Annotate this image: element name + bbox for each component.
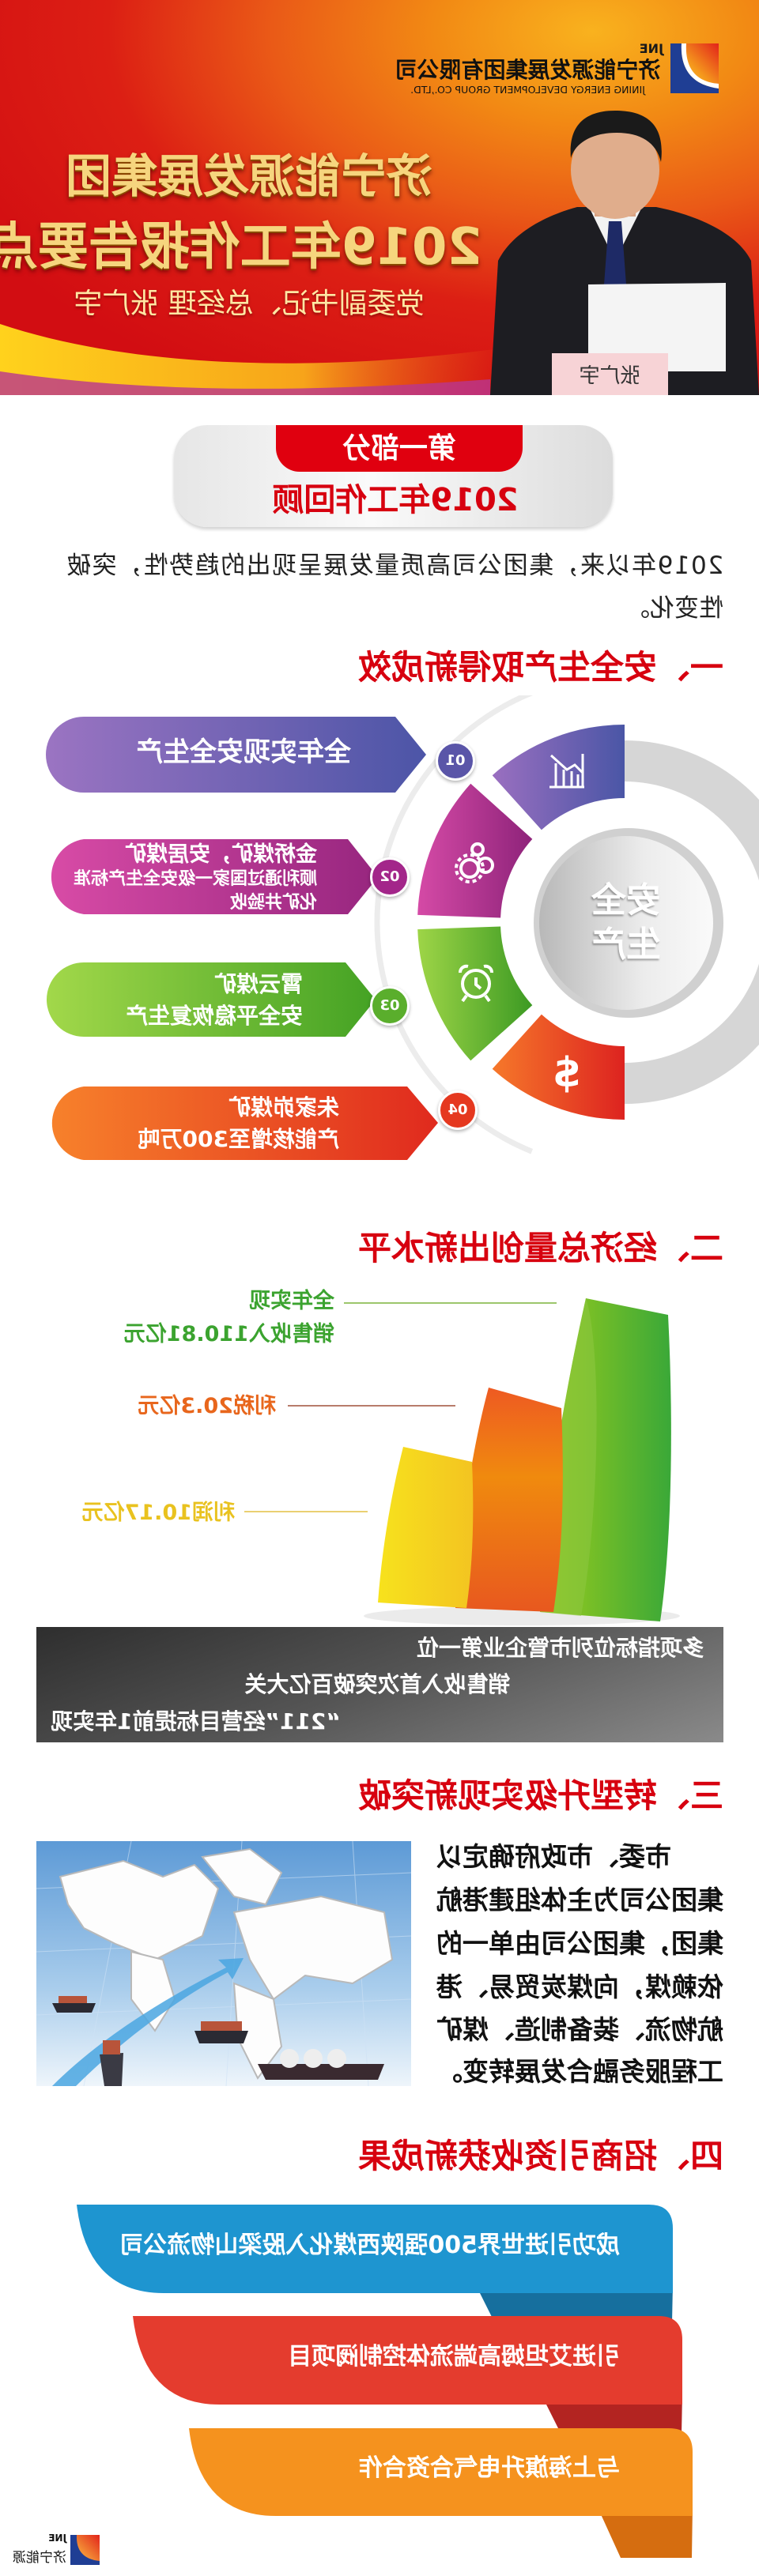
item-03-badge: 03 [370, 986, 410, 1026]
section3-line: 集团公司为主体组建港航 [436, 1885, 723, 1915]
section3-heading: 三、转型升级实现新突破 [357, 1776, 723, 1815]
section3-line: 集团，集团公司由单一的 [436, 1928, 723, 1959]
footer-logo-icon [70, 2535, 100, 2565]
center-label-char: 生 [626, 925, 661, 965]
bar-profit [378, 1447, 474, 1608]
item-02-line: 化矿井验收 [229, 893, 317, 913]
highlights-box [36, 1627, 723, 1742]
part-tab [276, 425, 523, 472]
section2-heading: 二、经济总量创出新水平 [357, 1229, 723, 1267]
report-title-line2: 2019年工作报告要点 [0, 218, 482, 277]
highlight-3: “211”经营目标提前1年实现 [51, 1708, 341, 1734]
item-01-badge: 01 [436, 741, 475, 781]
item-02-line: 金桥煤矿，安居煤矿 [125, 842, 317, 867]
footer-logo-abbr: JNE [48, 2533, 66, 2544]
ring-segment-01 [492, 725, 625, 830]
arrow [52, 1958, 244, 2086]
company-logo-icon [670, 43, 719, 93]
ribbon-3 [189, 2428, 693, 2516]
footer-logo-name: 济宁能源 [13, 2550, 66, 2566]
yellow-swoosh [0, 324, 506, 395]
profit-label: 利润10.17亿元 [81, 1501, 235, 1525]
speaker-photo [490, 111, 759, 395]
continents [59, 1847, 394, 2080]
company-name-en: JINING ENERGY DEVELOPMENT GROUP CO.,LTD. [410, 84, 645, 96]
header-banner: JNE 济宁能源发展集团有限公司 JINING ENERGY DEVELOPME… [0, 0, 759, 395]
nameplate: 张广宇 [579, 364, 641, 388]
investment-ribbons [77, 2205, 693, 2558]
highlight-2: 销售收入首次突破百亿大关 [244, 1671, 511, 1697]
svg-text:$: $ [553, 1049, 581, 1097]
part-title: 2019年工作回顾 [272, 482, 519, 518]
ribbon-1 [77, 2205, 673, 2293]
sales-label-line: 销售收入110.81亿元 [123, 1322, 334, 1346]
shipping-world-map-image [36, 1841, 411, 2086]
ring-segment-03 [417, 926, 533, 1061]
alarm-clock-icon [459, 964, 493, 1003]
section3-line: 工程服务融合发展转变。 [436, 2056, 723, 2087]
item-04-line: 朱家峁煤矿 [228, 1094, 339, 1120]
center-label: 安全 生产 [583, 879, 670, 967]
safety-ring-diagram: $ [46, 695, 759, 1160]
section3-line: 市委、市政府确定以 [436, 1841, 671, 1872]
ships [52, 1996, 384, 2086]
logo-abbr: JNE [639, 41, 663, 56]
tax-label: 利税20.3亿元 [138, 1394, 276, 1418]
speaker-subtitle: 党委副书记、总经理 张广宇 [74, 288, 425, 320]
part-label: 第一部分 [342, 432, 457, 465]
ribbon-1-fold [479, 2284, 673, 2323]
ribbon-1-text: 成功引进世界500强陕西煤化入股梁山物流公司 [119, 2231, 620, 2259]
item-04-badge: 04 [438, 1090, 478, 1130]
company-name-cn: 济宁能源发展集团有限公司 [395, 57, 661, 83]
item-02-line: 顺利通过国家一级安全生产标准 [73, 869, 317, 889]
item-03-pill [47, 962, 376, 1037]
intro-line1: 2019年以来，集团公司高质量发展呈现出的趋势性，突破 [65, 552, 723, 580]
item-01-pill [46, 717, 426, 793]
section1-heading: 一、安全生产取得新成效 [357, 648, 723, 687]
ribbon-2 [133, 2316, 682, 2405]
ring-segment-04 [492, 1014, 625, 1120]
center-label-char: 产 [591, 925, 626, 965]
item-02-pill [51, 839, 378, 914]
bar-tax [455, 1388, 563, 1612]
item-04-line: 产能核增至300万吨 [138, 1126, 339, 1152]
item-03-line: 安全平稳恢复生产 [125, 1003, 303, 1029]
item-02-badge: 02 [370, 857, 410, 897]
header-decoration [0, 43, 759, 395]
report-title-line1: 济宁能源发展集团 [66, 149, 433, 203]
ribbon-3-text: 与上海旗升电气合资合作 [359, 2454, 620, 2482]
intro-line2: 性变化。 [625, 594, 723, 623]
item-02-text: 金桥煤矿，安居煤矿 顺利通过国家一级安全生产标准 化矿井验收 [63, 842, 317, 915]
item-03-text: 霄云煤矿 安全平稳恢复生产 [79, 969, 303, 1032]
bar-chart-icon [549, 754, 584, 789]
item-01-text: 全年实现安全生产 [136, 736, 351, 768]
section3-line: 依赖煤，向煤炭贸易、港 [436, 1972, 723, 2002]
item-04-text: 朱家峁煤矿 产能核增至300万吨 [111, 1092, 339, 1155]
ribbon-3-fold [601, 2506, 693, 2558]
item-03-line: 霄云煤矿 [213, 971, 303, 997]
item-04-pill [51, 1087, 438, 1160]
ring-segment-02 [417, 783, 533, 918]
section4-heading: 四、招商引资收获新成果 [357, 2137, 723, 2175]
ribbon-2-text: 引进艾坦姆高端流体控制阀项目 [288, 2343, 620, 2371]
sales-label: 全年实现 销售收入110.81亿元 [103, 1285, 334, 1351]
highlight-1: 多项指标位列市管企业第一位 [416, 1635, 704, 1661]
dollar-icon: $ [553, 1049, 581, 1097]
section3-line: 航物流、装备制造、煤矿 [436, 2014, 723, 2045]
center-label-char: 全 [591, 880, 626, 921]
sales-label-line: 全年实现 [249, 1289, 334, 1313]
economic-bars [244, 1298, 680, 1625]
center-label-char: 安 [626, 880, 661, 921]
gears-icon [455, 842, 494, 883]
center-circle [539, 836, 713, 1010]
